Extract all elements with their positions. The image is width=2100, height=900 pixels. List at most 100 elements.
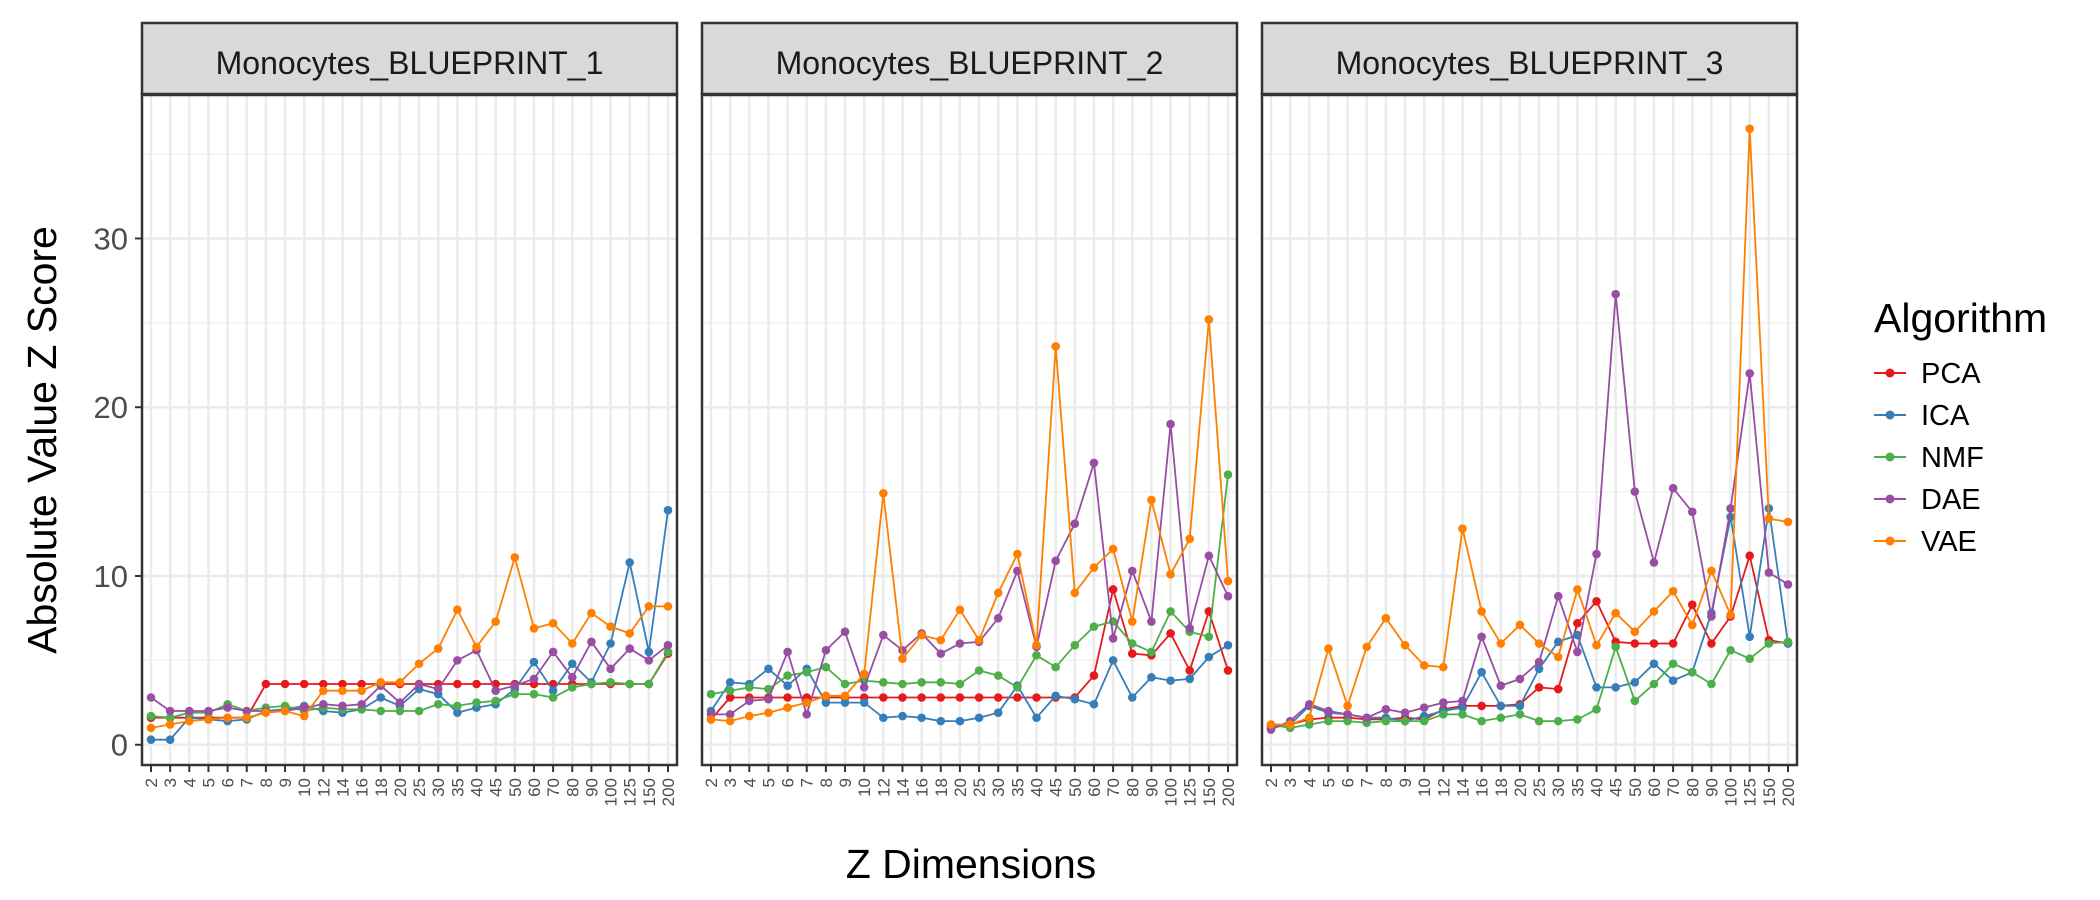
- data-point: [1362, 713, 1372, 723]
- data-point: [663, 505, 673, 515]
- x-tick-label: 12: [314, 778, 333, 797]
- data-point: [414, 659, 424, 669]
- data-point: [184, 706, 194, 716]
- x-tick-label: 80: [1683, 778, 1702, 797]
- x-tick-label: 35: [1008, 778, 1027, 797]
- data-point: [1419, 716, 1429, 726]
- data-point: [1630, 487, 1640, 496]
- x-tick-label: 150: [1200, 778, 1219, 806]
- x-tick-label: 25: [970, 778, 989, 797]
- data-point: [1496, 639, 1506, 648]
- data-point: [1051, 691, 1060, 701]
- x-tick-label: 60: [525, 778, 544, 797]
- data-point: [936, 693, 946, 702]
- data-point: [1477, 632, 1486, 642]
- data-point: [529, 623, 539, 633]
- data-point: [1573, 715, 1582, 724]
- x-tick-label: 2: [702, 778, 721, 787]
- data-point: [1573, 618, 1582, 628]
- data-point: [1147, 647, 1156, 657]
- data-point: [1204, 652, 1214, 662]
- x-tick-label: 10: [855, 778, 874, 797]
- y-tick-label: 10: [94, 559, 128, 594]
- data-point: [1127, 649, 1137, 658]
- data-point: [165, 706, 175, 716]
- data-point: [1553, 684, 1563, 694]
- x-tick-label: 2: [142, 778, 161, 787]
- data-point: [955, 693, 965, 702]
- data-point: [644, 602, 654, 611]
- data-point: [357, 679, 366, 689]
- data-point: [1166, 607, 1175, 616]
- data-point: [548, 686, 558, 696]
- data-point: [1304, 713, 1314, 723]
- data-point: [802, 667, 812, 677]
- x-tick-label: 40: [1028, 778, 1047, 797]
- data-point: [242, 706, 252, 716]
- data-point: [1553, 591, 1563, 601]
- x-tick-label: 14: [334, 778, 353, 797]
- series-vae: [146, 553, 673, 733]
- series-line: [710, 319, 1229, 723]
- data-point: [165, 713, 175, 723]
- data-point: [567, 659, 577, 669]
- data-point: [1745, 369, 1755, 378]
- panel-strip: [700, 21, 1239, 96]
- data-point: [1324, 716, 1333, 726]
- x-tick-label: 5: [759, 778, 778, 787]
- data-point: [1381, 716, 1391, 726]
- x-tick-label: 50: [1626, 778, 1645, 797]
- data-point: [764, 708, 773, 717]
- data-point: [395, 678, 405, 687]
- legend-key-point: [1885, 494, 1895, 504]
- series-dae: [706, 419, 1233, 719]
- data-point: [1630, 696, 1640, 706]
- data-point: [1592, 683, 1601, 692]
- data-point: [319, 699, 328, 709]
- data-point: [1013, 693, 1022, 702]
- data-point: [548, 647, 558, 657]
- data-point: [1534, 657, 1544, 667]
- data-point: [706, 715, 716, 724]
- data-point: [184, 716, 194, 726]
- data-point: [1764, 639, 1774, 648]
- data-point: [1515, 710, 1525, 719]
- data-point: [1439, 710, 1448, 719]
- data-point: [606, 664, 615, 674]
- data-point: [453, 605, 462, 615]
- data-point: [625, 629, 635, 638]
- data-point: [1592, 596, 1601, 606]
- x-tick-label: 8: [817, 778, 836, 787]
- x-tick-label: 60: [1085, 778, 1104, 797]
- data-point: [472, 679, 481, 689]
- x-tick-label: 9: [276, 778, 295, 787]
- data-point: [879, 693, 888, 702]
- data-point: [1304, 699, 1314, 709]
- legend-keys: PCA ICA NMF DAE VAE: [1874, 358, 1984, 558]
- data-point: [1070, 519, 1080, 528]
- data-point: [567, 672, 577, 682]
- x-tick-label: 14: [1454, 778, 1473, 797]
- data-point: [1707, 679, 1716, 689]
- data-point: [376, 678, 386, 687]
- data-point: [1185, 623, 1195, 633]
- legend-title: Algorithm: [1874, 295, 2047, 341]
- x-tick-label: 16: [353, 778, 372, 797]
- data-point: [491, 686, 500, 696]
- data-point: [1147, 617, 1156, 626]
- data-point: [165, 735, 175, 744]
- data-point: [955, 716, 965, 726]
- data-point: [606, 639, 615, 648]
- x-tick-label: 70: [1664, 778, 1683, 797]
- plot-background: [142, 95, 677, 765]
- data-point: [242, 713, 252, 723]
- x-tick-label: 45: [1607, 778, 1626, 797]
- y-tick-label: 20: [94, 390, 128, 425]
- x-tick-label: 200: [659, 778, 678, 806]
- data-point: [879, 713, 888, 723]
- data-point: [453, 701, 462, 711]
- x-tick-label: 70: [544, 778, 563, 797]
- data-point: [1726, 645, 1735, 655]
- data-point: [1592, 549, 1601, 559]
- data-point: [472, 642, 481, 652]
